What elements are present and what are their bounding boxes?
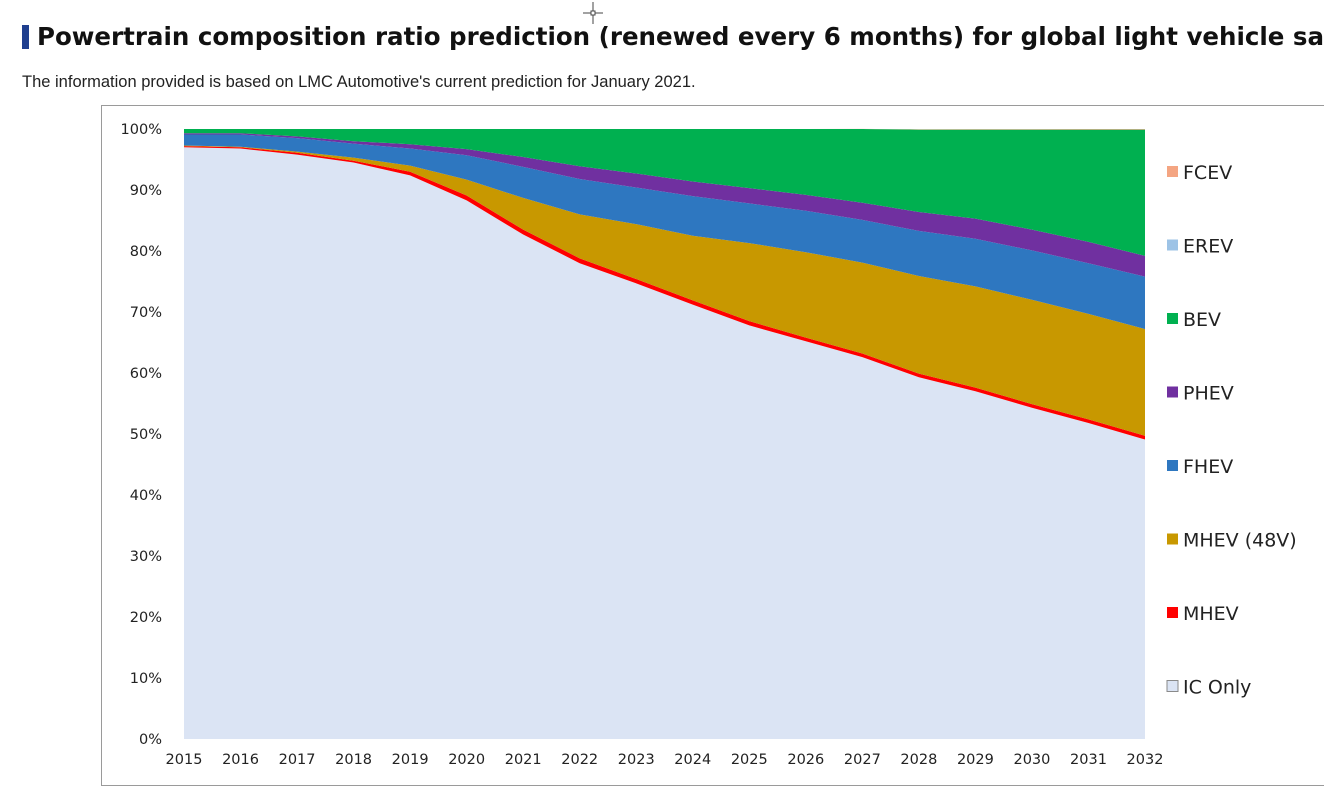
x-tick-label: 2018 xyxy=(335,752,372,768)
title-accent-bar xyxy=(22,24,29,49)
y-tick-label: 70% xyxy=(130,305,162,321)
x-tick-label: 2019 xyxy=(392,752,429,768)
x-tick-label: 2030 xyxy=(1013,752,1050,768)
y-tick-label: 30% xyxy=(130,549,162,565)
page-header: Powertrain composition ratio prediction … xyxy=(22,22,1324,51)
legend-swatch-fhev xyxy=(1167,460,1178,471)
x-tick-label: 2020 xyxy=(448,752,485,768)
y-tick-label: 90% xyxy=(130,183,162,199)
legend-swatch-bev xyxy=(1167,313,1178,324)
y-tick-label: 20% xyxy=(130,610,162,626)
x-tick-label: 2029 xyxy=(957,752,994,768)
x-tick-label: 2028 xyxy=(900,752,937,768)
x-tick-label: 2021 xyxy=(505,752,542,768)
legend-label-erev: EREV xyxy=(1183,236,1233,258)
x-tick-label: 2015 xyxy=(166,752,203,768)
legend-swatch-mhev-48v xyxy=(1167,533,1178,545)
area-fcev xyxy=(184,128,1145,130)
y-tick-label: 10% xyxy=(130,671,162,687)
legend-label-mhev-48v: MHEV (48V) xyxy=(1183,530,1297,552)
legend-label-phev: PHEV xyxy=(1183,383,1234,405)
legend-swatch-fcev xyxy=(1167,166,1178,177)
legend-label-mhev: MHEV xyxy=(1183,603,1239,625)
y-tick-label: 60% xyxy=(130,366,162,382)
legend-label-ic-only: IC Only xyxy=(1183,677,1251,699)
legend-swatch-phev xyxy=(1167,386,1178,398)
legend-label-bev: BEV xyxy=(1183,309,1221,331)
legend-label-fcev: FCEV xyxy=(1183,162,1232,184)
legend-swatch-ic-only xyxy=(1166,680,1179,692)
x-tick-label: 2027 xyxy=(844,752,881,768)
y-tick-label: 0% xyxy=(139,732,162,748)
page-subtitle: The information provided is based on LMC… xyxy=(22,73,696,91)
area-mhev-48v xyxy=(184,145,1145,436)
x-tick-label: 2024 xyxy=(674,752,711,768)
x-tick-label: 2026 xyxy=(787,752,824,768)
chart-container: 0% 10% 20% 30% 40% 50% 60% 70% 80% 90% 100% 2015 201… xyxy=(101,105,1324,786)
stacked-area-chart: 0% 10% 20% 30% 40% 50% 60% 70% 80% 90% 100% 2015 201… xyxy=(121,122,1297,768)
crosshair-cursor-icon xyxy=(583,2,603,24)
legend-swatch-erev xyxy=(1167,239,1178,251)
area-ic-only xyxy=(184,147,1145,740)
y-tick-label: 50% xyxy=(130,427,162,443)
y-tick-label: 40% xyxy=(130,488,162,504)
legend-swatch-mhev xyxy=(1167,607,1178,618)
x-tick-label: 2031 xyxy=(1070,752,1107,768)
legend-label-fhev: FHEV xyxy=(1183,456,1233,478)
x-tick-label: 2023 xyxy=(618,752,655,768)
area-mhev xyxy=(184,146,1145,440)
x-tick-label: 2022 xyxy=(561,752,598,768)
y-tick-label: 80% xyxy=(130,244,162,260)
y-tick-label: 100% xyxy=(121,122,162,138)
area-bev xyxy=(184,129,1145,256)
x-tick-label: 2032 xyxy=(1127,752,1164,768)
page-title: Powertrain composition ratio prediction … xyxy=(37,22,1324,51)
x-tick-label: 2025 xyxy=(731,752,768,768)
x-tick-label: 2017 xyxy=(279,752,316,768)
x-tick-label: 2016 xyxy=(222,752,259,768)
